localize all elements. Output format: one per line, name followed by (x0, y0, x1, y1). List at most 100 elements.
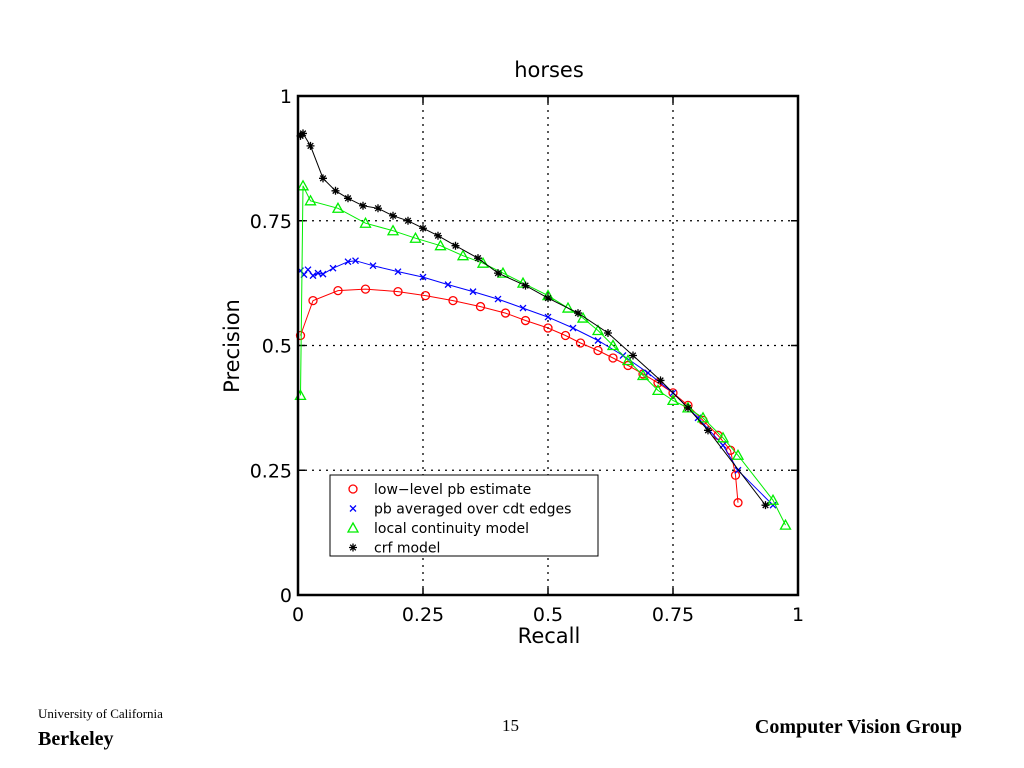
legend-marker-triangle (346, 521, 360, 533)
legend-marker-star (349, 543, 357, 552)
series-line (300, 288, 739, 503)
y-tick-label: 0.5 (262, 336, 292, 358)
data-point (560, 330, 571, 341)
data-point (766, 493, 780, 505)
data-point (575, 338, 586, 348)
data-point (389, 211, 397, 220)
data-point (319, 174, 327, 183)
footer-group-name: Computer Vision Group (754, 716, 962, 738)
data-point (475, 301, 486, 312)
x-tick-label: 0.5 (533, 604, 563, 626)
page-number: 15 (502, 716, 519, 735)
data-point (544, 313, 552, 321)
data-point (359, 201, 367, 210)
legend-label: low−level pb estimate (374, 482, 531, 498)
data-point (733, 498, 743, 508)
x-tick-label: 1 (792, 604, 804, 626)
data-point (519, 304, 527, 312)
data-point (574, 309, 582, 318)
data-point (608, 353, 618, 363)
data-point (731, 448, 745, 460)
data-point (730, 470, 741, 480)
data-point (420, 290, 431, 301)
data-point (561, 301, 575, 313)
data-point (476, 256, 490, 268)
data-point (500, 308, 511, 318)
footer-campus: Berkeley (38, 728, 114, 750)
data-point (520, 315, 531, 326)
series-line (300, 132, 766, 506)
data-point (696, 411, 710, 423)
x-tick-label: 0 (292, 604, 304, 626)
data-point (448, 295, 458, 306)
data-point (684, 403, 692, 412)
data-point (666, 394, 680, 406)
y-tick-label: 1 (280, 86, 292, 108)
data-point (469, 288, 477, 296)
tick-layer: 0 0.25 0.5 0.75 1 0 0.25 0.5 0.75 1 (250, 86, 804, 626)
data-point (434, 239, 447, 251)
data-point (629, 351, 637, 360)
chart-legend: low−level pb estimate pb averaged over cd… (329, 474, 599, 557)
data-point (704, 426, 712, 435)
series-layer (294, 129, 792, 530)
series-line (300, 260, 774, 506)
series-circle (295, 284, 743, 508)
series-star (296, 129, 770, 510)
data-point (716, 431, 730, 443)
data-point (333, 285, 343, 296)
data-point (656, 376, 665, 385)
data-point (779, 518, 792, 530)
data-point (543, 323, 553, 333)
series-line (300, 185, 786, 526)
data-point (304, 194, 317, 206)
legend-items: low−level pb estimate pb averaged over cd… (346, 482, 571, 557)
data-point (360, 284, 371, 294)
data-point (651, 384, 665, 396)
plot-frame (296, 94, 800, 597)
data-point (419, 224, 427, 233)
data-point (352, 257, 359, 265)
data-point (296, 179, 310, 191)
data-point (456, 249, 470, 261)
data-point (434, 231, 442, 240)
data-point (394, 268, 402, 276)
y-axis-label: Precision (220, 299, 244, 393)
data-point (359, 216, 372, 228)
data-point (319, 270, 327, 278)
legend-label: local continuity model (374, 521, 529, 537)
data-point (761, 501, 770, 510)
data-point (306, 141, 315, 150)
data-point (369, 262, 377, 270)
footer-university: University of California (38, 706, 163, 721)
legend-box (329, 474, 599, 557)
y-tick-label: 0.25 (250, 460, 292, 482)
data-point (623, 360, 633, 371)
data-point (604, 329, 612, 338)
data-point (621, 354, 635, 366)
data-point (386, 224, 400, 236)
data-point (494, 295, 502, 303)
data-point (309, 272, 317, 280)
x-tick-label: 0.25 (402, 604, 444, 626)
data-point (295, 330, 306, 341)
data-point (521, 281, 530, 290)
data-point (451, 241, 460, 250)
data-point (329, 264, 337, 272)
data-point (393, 286, 403, 297)
data-point (668, 388, 678, 398)
data-point (569, 324, 577, 332)
data-point (404, 216, 412, 225)
data-point (653, 378, 663, 388)
data-point (409, 231, 422, 243)
legend-marker-circle (348, 484, 358, 494)
data-point (444, 281, 452, 289)
data-point (344, 194, 352, 203)
data-point (606, 339, 620, 351)
data-point (374, 204, 382, 213)
data-point (474, 254, 482, 263)
chart-title: horses (514, 58, 584, 82)
data-point (594, 337, 602, 344)
legend-label: pb averaged over cdt edges (374, 502, 571, 518)
